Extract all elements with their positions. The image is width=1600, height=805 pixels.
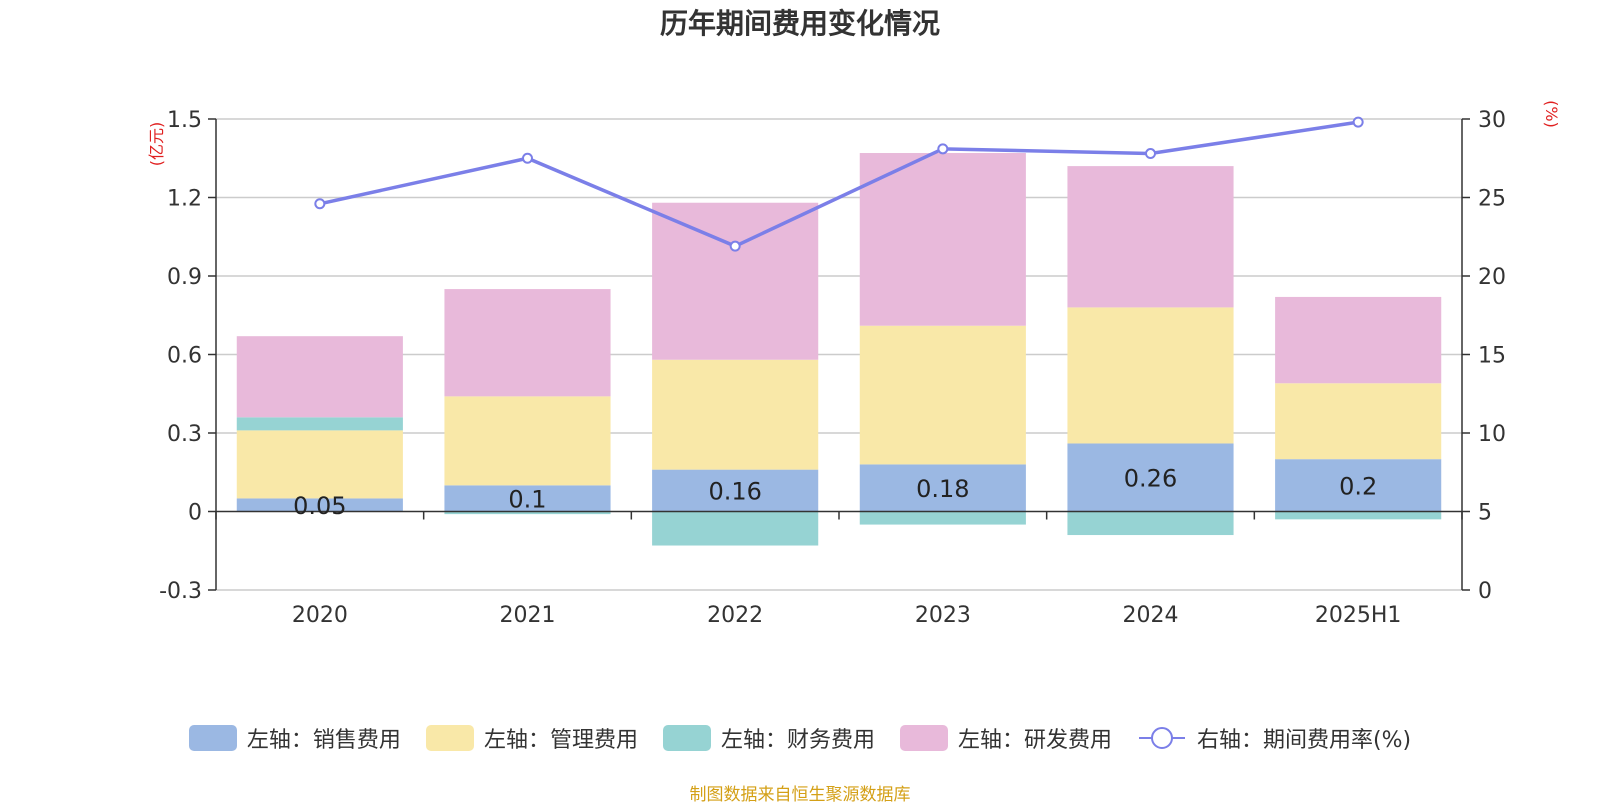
left-tick-label: 0.6: [167, 344, 202, 369]
rate-line: [314, 116, 1364, 252]
legend-swatch-finance: [662, 725, 711, 751]
bar-admin: [1275, 383, 1442, 460]
bar-rd: [444, 289, 611, 397]
left-tick-label: 0.9: [167, 265, 202, 290]
bar-value-label: 0.05: [293, 492, 346, 520]
bar-rd: [236, 336, 403, 418]
x-tick-label: 2023: [915, 603, 971, 628]
legend-label-rate: 右轴：期间费用率(%): [1196, 728, 1412, 753]
rate-point: [729, 240, 741, 252]
bar-rd: [652, 202, 819, 360]
left-tick-label: -0.3: [159, 579, 202, 604]
bar-admin: [236, 430, 403, 499]
rate-point: [937, 143, 949, 155]
legend: 左轴：销售费用 左轴：管理费用 左轴：财务费用 左轴：研发费用 右轴：期间费用率…: [0, 722, 1600, 757]
data-labels: 0.05 0.1 0.16 0.18 0.26 0.2: [293, 464, 1377, 519]
chart-canvas: -0.3 0 0.3 0.6 0.9 1.2 1.5 0 5 10 15 20 25 30 2020 2021…: [147, 100, 1561, 628]
bar-admin: [859, 325, 1026, 465]
bar-finance: [236, 417, 403, 431]
x-tick-label: 2022: [707, 603, 763, 628]
legend-label-sales: 左轴：销售费用: [246, 728, 401, 753]
x-tick-label: 2025H1: [1315, 603, 1402, 628]
rate-point: [1145, 148, 1156, 160]
bar-sales: [1275, 459, 1442, 512]
right-tick-label: 30: [1478, 108, 1506, 133]
rate-point: [1352, 116, 1364, 128]
x-tick-label: 2024: [1123, 603, 1179, 628]
right-tick-label: 0: [1478, 579, 1492, 604]
legend-line-icon: [1138, 727, 1185, 749]
x-tick-label: 2021: [500, 603, 556, 628]
left-tick-label: 1.5: [167, 108, 202, 133]
legend-item-rate[interactable]: 右轴：期间费用率(%): [1137, 722, 1411, 754]
legend-swatch-rd: [899, 725, 948, 751]
bar-sales: [444, 485, 611, 512]
right-axis-unit-label: (%): [1542, 100, 1561, 128]
bar-value-label: 0.1: [508, 485, 546, 513]
right-tick-label: 20: [1478, 265, 1506, 290]
rate-point: [314, 198, 326, 210]
bar-rd: [859, 153, 1026, 326]
legend-swatch-admin: [425, 725, 474, 751]
bar-rd: [1067, 166, 1234, 308]
left-axis-unit-label: (亿元): [147, 122, 166, 167]
legend-label-finance: 左轴：财务费用: [720, 728, 875, 753]
legend-item-admin[interactable]: 左轴：管理费用: [425, 722, 638, 754]
bar-admin: [652, 359, 819, 470]
bar-finance: [1275, 511, 1442, 520]
rate-point: [522, 152, 533, 164]
right-tick-label: 15: [1478, 344, 1506, 369]
axes: -0.3 0 0.3 0.6 0.9 1.2 1.5 0 5 10 15 20 25 30 2020 2021…: [147, 100, 1561, 628]
rate-line-path: [319, 120, 1359, 249]
right-tick-label: 25: [1478, 187, 1506, 212]
bar-value-label: 0.26: [1124, 464, 1177, 492]
bar-value-label: 0.2: [1339, 472, 1377, 500]
legend-item-finance[interactable]: 左轴：财务费用: [662, 722, 875, 754]
grid-lines: [216, 118, 1462, 591]
bar-sales: [1067, 443, 1234, 512]
bars: [236, 153, 1442, 546]
chart-title: 历年期间费用变化情况: [659, 7, 940, 40]
bar-sales: [859, 464, 1026, 512]
bar-value-label: 0.18: [916, 475, 969, 503]
x-tick-label: 2020: [292, 603, 348, 628]
left-tick-label: 0.3: [167, 422, 202, 447]
bar-finance: [444, 511, 611, 515]
bar-admin: [1067, 307, 1234, 444]
legend-item-rd[interactable]: 左轴：研发费用: [899, 722, 1112, 754]
left-tick-label: 0: [188, 501, 202, 526]
source-note: 制图数据来自恒生聚源数据库: [689, 785, 911, 805]
bar-sales: [652, 469, 819, 512]
right-tick-label: 5: [1478, 501, 1492, 526]
bar-finance: [1067, 511, 1234, 536]
right-tick-label: 10: [1478, 422, 1506, 447]
legend-label-rd: 左轴：研发费用: [957, 728, 1112, 753]
bar-rd: [1275, 296, 1442, 384]
bar-finance: [652, 511, 819, 546]
bar-finance: [859, 511, 1026, 525]
bar-sales: [236, 498, 403, 512]
legend-label-admin: 左轴：管理费用: [483, 728, 638, 753]
legend-swatch-sales: [188, 725, 237, 751]
left-tick-label: 1.2: [167, 187, 202, 212]
bar-admin: [444, 396, 611, 486]
bar-value-label: 0.16: [708, 478, 761, 506]
legend-item-sales[interactable]: 左轴：销售费用: [188, 722, 401, 754]
